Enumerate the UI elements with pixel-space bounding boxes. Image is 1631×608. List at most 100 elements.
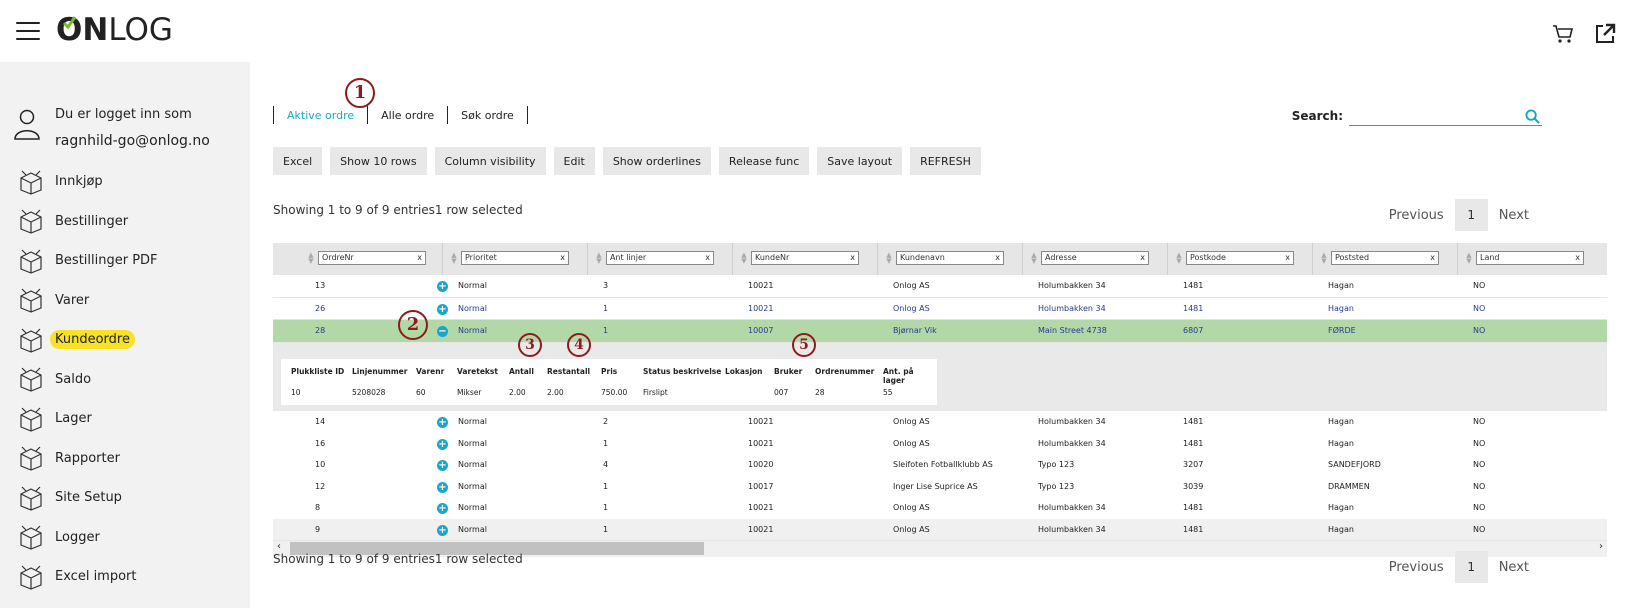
sidebar-item-varer[interactable]: Varer xyxy=(17,281,163,321)
clear-filter-icon[interactable]: x xyxy=(560,253,565,262)
excel-button[interactable]: Excel xyxy=(273,147,323,175)
sort-icon[interactable]: ▲ ▼ xyxy=(886,251,892,265)
sidebar-item-bestillinger-pdf[interactable]: Bestillinger PDF xyxy=(17,241,163,281)
previous-button[interactable]: Previous xyxy=(1388,559,1444,575)
column-header[interactable]: ▲ ▼ OrdreNr x xyxy=(307,249,426,267)
expand-row-icon[interactable]: + xyxy=(437,281,448,292)
collapse-row-icon[interactable]: − xyxy=(437,326,448,337)
previous-button[interactable]: Previous xyxy=(1388,207,1444,223)
sort-icon[interactable]: ▲ ▼ xyxy=(1321,251,1327,265)
column-filter-input[interactable]: Land x xyxy=(1476,251,1584,265)
column-filter-input[interactable]: KundeNr x xyxy=(751,251,859,265)
sort-icon[interactable]: ▲ ▼ xyxy=(451,251,457,265)
expand-row-icon[interactable]: + xyxy=(437,417,448,428)
table-row[interactable]: 9 Normal 1 10021 Onlog AS Holumbakken 34 1481 H… xyxy=(273,518,1607,541)
sidebar-item-site-setup[interactable]: Site Setup xyxy=(17,478,163,518)
orderline-detail: Plukkliste ID 10 Linjenummer 5208028 Varenr 6… xyxy=(273,353,1607,411)
clear-filter-icon[interactable]: x xyxy=(1430,253,1435,262)
sort-icon[interactable]: ▲ ▼ xyxy=(741,251,747,265)
external-link-icon[interactable] xyxy=(1593,22,1617,46)
column-filter-input[interactable]: Adresse x xyxy=(1041,251,1149,265)
expand-row-icon[interactable]: + xyxy=(437,460,448,471)
column-header[interactable]: ▲ ▼ KundeNr x xyxy=(740,249,859,267)
save-layout-button[interactable]: Save layout xyxy=(817,147,903,175)
sort-icon[interactable]: ▲ ▼ xyxy=(1176,251,1182,265)
clear-filter-icon[interactable]: x xyxy=(1140,253,1145,262)
expand-row-icon[interactable]: + xyxy=(437,503,448,514)
column-filter-input[interactable]: Kundenavn x xyxy=(896,251,1004,265)
column-header[interactable]: ▲ ▼ Poststed x xyxy=(1320,249,1439,267)
page-1-button[interactable]: 1 xyxy=(1454,199,1488,231)
clear-filter-icon[interactable]: x xyxy=(1285,253,1290,262)
tab-aktive-ordre[interactable]: Aktive ordre xyxy=(287,108,355,122)
column-header[interactable]: ▲ ▼ Land x xyxy=(1465,249,1584,267)
table-row[interactable]: 14 Normal 2 10021 Onlog AS Holumbakken 34 1481… xyxy=(273,411,1607,434)
tab-alle-ordre[interactable]: Alle ordre xyxy=(381,108,435,122)
search-icon[interactable] xyxy=(1525,109,1540,124)
sidebar-item-excel-import[interactable]: Excel import xyxy=(17,557,163,597)
scroll-left-icon[interactable]: ‹ xyxy=(277,541,281,552)
clear-filter-icon[interactable]: x xyxy=(995,253,1000,262)
column-filter-input[interactable]: Prioritet x xyxy=(461,251,569,265)
table-cell: Hagan xyxy=(1328,524,1354,534)
table-cell: Holumbakken 34 xyxy=(1038,417,1106,426)
clear-filter-icon[interactable]: x xyxy=(1575,253,1580,262)
expand-row-icon[interactable]: + xyxy=(437,438,448,450)
column-filter-input[interactable]: Poststed x xyxy=(1331,251,1439,265)
table-cell: 1 xyxy=(603,438,609,448)
column-header[interactable]: ▲ ▼ Adresse x xyxy=(1030,249,1149,267)
column-filter-input[interactable]: Postkode x xyxy=(1186,251,1294,265)
clear-filter-icon[interactable]: x xyxy=(850,253,855,262)
next-button[interactable]: Next xyxy=(1498,559,1529,575)
sidebar-item-lager[interactable]: Lager xyxy=(17,399,163,439)
sort-icon[interactable]: ▲ ▼ xyxy=(1031,251,1037,265)
sidebar-item-logger[interactable]: Logger xyxy=(17,518,163,558)
table-cell: Normal xyxy=(458,460,487,469)
expand-row-icon[interactable]: + xyxy=(437,303,448,315)
sort-icon[interactable]: ▲ ▼ xyxy=(308,251,314,265)
table-cell: Onlog AS xyxy=(893,281,930,290)
sidebar-item-rapporter[interactable]: Rapporter xyxy=(17,439,163,479)
horizontal-scrollbar[interactable]: ‹ › xyxy=(273,539,1607,557)
page-1-button[interactable]: 1 xyxy=(1454,551,1488,583)
search-input[interactable] xyxy=(1349,106,1542,126)
scroll-right-icon[interactable]: › xyxy=(1599,541,1603,552)
column-header[interactable]: ▲ ▼ Prioritet x xyxy=(450,249,569,267)
expand-row-icon[interactable]: + xyxy=(437,524,448,536)
menu-icon[interactable] xyxy=(16,22,40,42)
sidebar-item-kundeordre[interactable]: Kundeordre xyxy=(17,320,163,360)
column-filter-input[interactable]: OrdreNr x xyxy=(318,251,426,265)
table-row[interactable]: 13 Normal 3 10021 Onlog AS Holumbakken 34 1481… xyxy=(273,275,1607,298)
edit-button[interactable]: Edit xyxy=(553,147,595,175)
expand-row-icon[interactable]: + xyxy=(437,481,448,493)
onlog-logo[interactable]: ONLOG xyxy=(56,12,173,48)
refresh-button[interactable]: REFRESH xyxy=(910,147,981,175)
next-button[interactable]: Next xyxy=(1498,207,1529,223)
table-row[interactable]: 8 Normal 1 10021 Onlog AS Holumbakken 34 1481 H… xyxy=(273,497,1607,520)
release-func-button[interactable]: Release func xyxy=(718,147,810,175)
table-row[interactable]: 12 Normal 1 10017 Inger Lise Suprice AS Typo … xyxy=(273,475,1607,498)
show-10-rows-button[interactable]: Show 10 rows xyxy=(330,147,427,175)
table-row[interactable]: 26 Normal 1 10021 Onlog AS Holumbakken 34 1481… xyxy=(273,297,1607,320)
detail-column-header: Antall xyxy=(509,367,534,376)
box-icon xyxy=(20,565,42,590)
table-row[interactable]: 28 Normal 1 10007 Bjørnar Vik Main Street 473… xyxy=(273,320,1607,343)
column-header[interactable]: ▲ ▼ Kundenavn x xyxy=(885,249,1004,267)
sort-icon[interactable]: ▲ ▼ xyxy=(1466,251,1472,265)
scrollbar-thumb[interactable] xyxy=(290,542,704,555)
tab-sok-ordre[interactable]: Søk ordre xyxy=(461,108,514,122)
sidebar-item-bestillinger[interactable]: Bestillinger xyxy=(17,202,163,242)
column-header[interactable]: ▲ ▼ Ant linjer x xyxy=(595,249,714,267)
clear-filter-icon[interactable]: x xyxy=(417,253,422,262)
column-visibility-button[interactable]: Column visibility xyxy=(434,147,546,175)
table-row[interactable]: 16 Normal 1 10021 Onlog AS Holumbakken 34 1481… xyxy=(273,432,1607,455)
table-row[interactable]: 10 Normal 4 10020 Sleifoten Fotballklubb AS T… xyxy=(273,454,1607,477)
sort-icon[interactable]: ▲ ▼ xyxy=(596,251,602,265)
sidebar-item-innkjop[interactable]: Innkjøp xyxy=(17,162,163,202)
column-header[interactable]: ▲ ▼ Postkode x xyxy=(1175,249,1294,267)
column-filter-input[interactable]: Ant linjer x xyxy=(606,251,714,265)
sidebar-item-saldo[interactable]: Saldo xyxy=(17,360,163,400)
cart-icon[interactable] xyxy=(1551,22,1575,46)
show-orderlines-button[interactable]: Show orderlines xyxy=(602,147,711,175)
clear-filter-icon[interactable]: x xyxy=(705,253,710,262)
